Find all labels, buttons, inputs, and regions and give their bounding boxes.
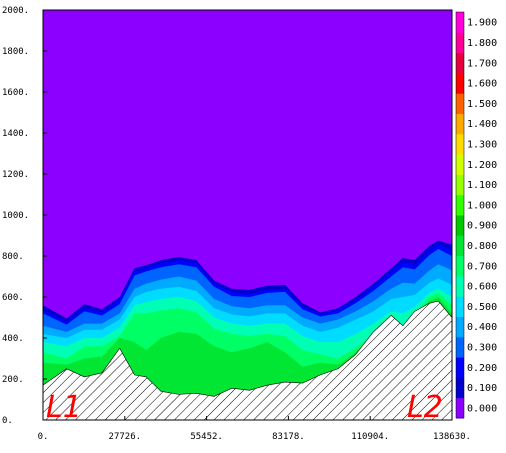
colorbar-label: 0.400 [467, 322, 497, 333]
colorbar-swatch [456, 154, 464, 175]
colorbar-label: 0.100 [467, 383, 497, 394]
colorbar-swatch [456, 93, 464, 114]
colorbar-label: 1.900 [467, 18, 497, 29]
colorbar-swatch [456, 397, 464, 419]
colorbar-swatch [456, 316, 464, 338]
colorbar-swatch [456, 113, 464, 135]
colorbar-label: 0.900 [467, 221, 497, 232]
colorbar-frame [455, 11, 465, 419]
terrain-hatched [43, 300, 452, 420]
colorbar-swatch [456, 235, 464, 257]
colorbar-label: 0.200 [467, 363, 497, 374]
colorbar-label: 0.500 [467, 302, 497, 313]
colorbar-label: 1.000 [467, 200, 497, 211]
y-tick-label: 400. [2, 334, 24, 344]
colorbar: 0.000 0.100 0.200 0.300 0.400 0.500 0.600 0.700… [455, 11, 497, 419]
colorbar-swatch [456, 357, 464, 378]
colorbar-label: 1.200 [467, 160, 497, 171]
colorbar-label: 1.700 [467, 58, 497, 69]
y-tick-label: 1600. [2, 88, 29, 98]
colorbar-swatch [456, 12, 464, 33]
colorbar-swatch [456, 336, 464, 358]
y-tick-label: 0. [2, 416, 13, 426]
colorbar-swatch [456, 275, 464, 297]
colorbar-swatch [456, 215, 464, 236]
colorbar-swatch [456, 32, 464, 54]
colorbar-swatch [456, 296, 464, 317]
colorbar-swatch [456, 133, 464, 155]
colorbar-label: 1.600 [467, 79, 497, 90]
colorbar-swatch [456, 255, 464, 277]
colorbar-label: 1.400 [467, 119, 497, 130]
y-tick-label: 1800. [2, 47, 29, 57]
x-tick-label: 110904. [351, 432, 389, 442]
x-axis: 0. 27726. 55452. 83178. 110904. 138630. [38, 416, 471, 442]
colorbar-label: 0.000 [467, 403, 497, 414]
colorbar-label: 0.300 [467, 342, 497, 353]
x-tick-label: 83178. [272, 432, 305, 442]
colorbar-label: 1.500 [467, 99, 497, 110]
colorbar-label: 1.800 [467, 38, 497, 49]
y-tick-label: 200. [2, 375, 24, 385]
right-section-label: L2 [407, 390, 443, 425]
y-tick-label: 600. [2, 293, 24, 303]
plot-area [43, 10, 452, 420]
colorbar-swatch [456, 194, 464, 216]
left-section-label: L1 [46, 390, 82, 425]
colorbar-swatch [456, 52, 464, 74]
colorbar-label: 0.700 [467, 261, 497, 272]
colorbar-label: 1.100 [467, 180, 497, 191]
y-tick-label: 1400. [2, 129, 29, 139]
x-tick-label: 0. [38, 432, 49, 442]
x-tick-label: 27726. [109, 432, 142, 442]
colorbar-swatch [456, 72, 464, 94]
colorbar-label: 1.300 [467, 139, 497, 150]
colorbar-swatch [456, 174, 464, 196]
x-tick-label: 138630. [433, 432, 471, 442]
y-axis: 0. 200. 400. 600. 800. 1000. 1200. 1400. 1600. 18… [2, 6, 47, 426]
x-tick-label: 55452. [190, 432, 223, 442]
colorbar-label: 0.800 [467, 241, 497, 252]
y-tick-label: 1000. [2, 211, 29, 221]
colorbar-label: 0.600 [467, 282, 497, 293]
y-tick-label: 1200. [2, 170, 29, 180]
colorbar-swatch [456, 377, 464, 399]
y-tick-label: 2000. [2, 6, 29, 16]
y-tick-label: 800. [2, 252, 24, 262]
